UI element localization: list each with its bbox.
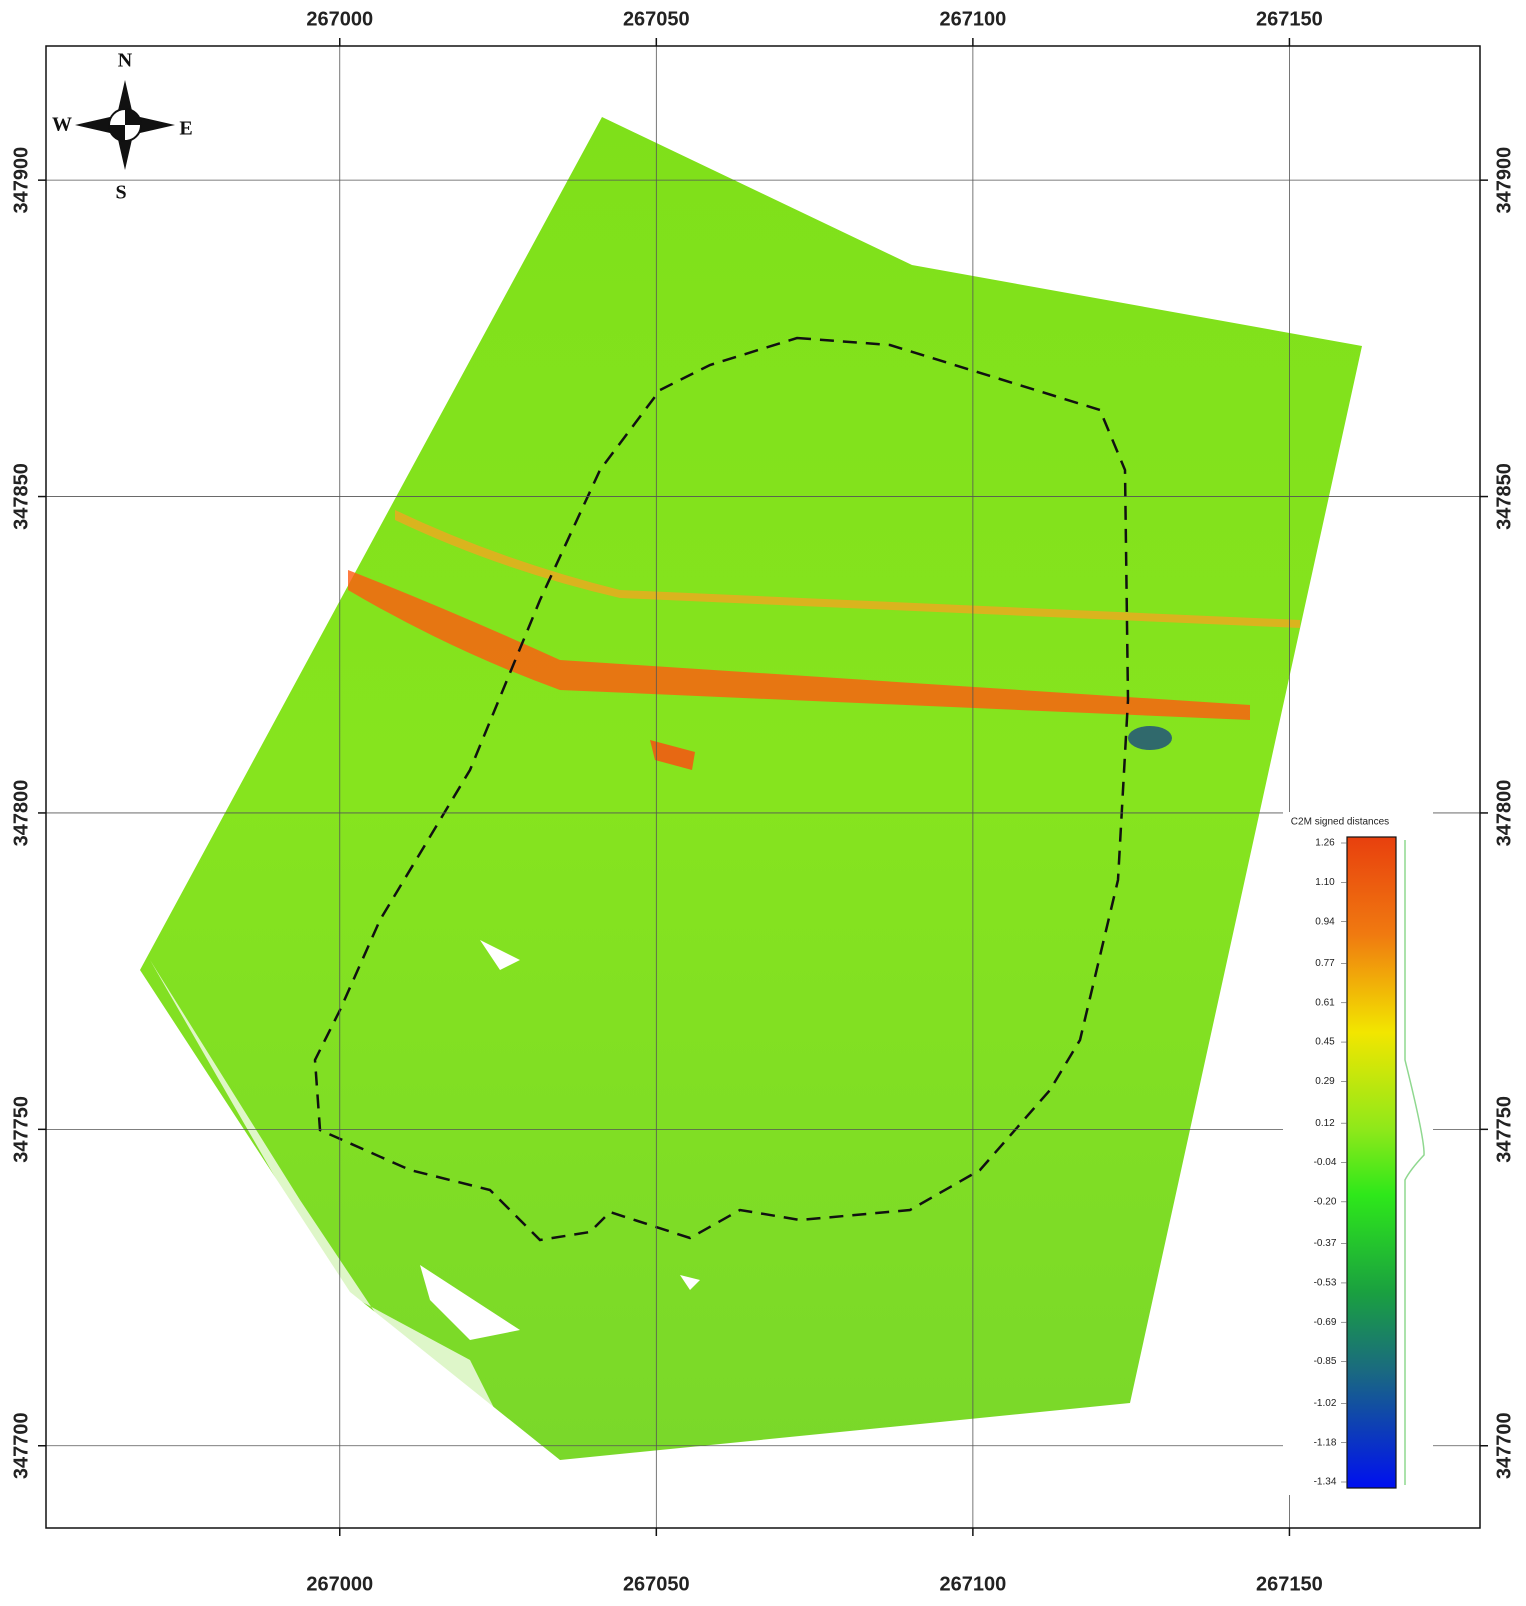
y-tick-label-right: 347850 <box>1493 463 1515 530</box>
map-frame <box>45 45 1481 1529</box>
x-tick-label-bottom: 267100 <box>940 1573 1007 1595</box>
legend-tick-label: 0.61 <box>1315 997 1335 1008</box>
y-tick-label-left: 347850 <box>10 463 32 530</box>
legend-tick-label: -1.02 <box>1314 1398 1337 1409</box>
legend-tick-label: -0.85 <box>1314 1356 1337 1367</box>
legend-tick-label: -0.04 <box>1314 1157 1337 1168</box>
x-tick-label-top: 267100 <box>940 8 1007 30</box>
legend-tick-label: 0.12 <box>1315 1118 1335 1129</box>
legend-title: C2M signed distances <box>1291 817 1389 828</box>
color-bar <box>1346 836 1397 1489</box>
legend-tick-label: 0.29 <box>1315 1076 1335 1087</box>
x-tick-label-bottom: 267000 <box>306 1573 373 1595</box>
y-tick-label-right: 347900 <box>1493 147 1515 214</box>
legend-tick-label: -0.53 <box>1314 1278 1337 1289</box>
x-tick-label-top: 267000 <box>306 8 373 30</box>
legend-tick-label: -0.20 <box>1314 1196 1337 1207</box>
legend-tick-label: 1.26 <box>1315 838 1335 849</box>
x-tick-label-top: 267150 <box>1256 8 1323 30</box>
survey-raster <box>140 117 1362 1460</box>
legend-tick-label: -0.37 <box>1314 1238 1337 1249</box>
x-tick-label-bottom: 267150 <box>1256 1573 1323 1595</box>
legend: C2M signed distances 1.26 1.10 0.94 0.77 0.6… <box>1283 812 1433 1495</box>
compass-s: S <box>115 182 126 204</box>
legend-tick-label: -1.34 <box>1314 1477 1337 1488</box>
compass-n: N <box>118 50 133 72</box>
y-tick-label-right: 347800 <box>1493 780 1515 847</box>
grid <box>38 38 1488 1536</box>
legend-tick-label: 0.77 <box>1315 958 1335 969</box>
x-tick-label-top: 267050 <box>623 8 690 30</box>
legend-tick-label: -0.69 <box>1314 1317 1337 1328</box>
y-tick-label-right: 347700 <box>1493 1412 1515 1479</box>
x-tick-label-bottom: 267050 <box>623 1573 690 1595</box>
compass-rose: N E S W <box>52 50 193 204</box>
legend-tick-label: 0.94 <box>1315 916 1335 927</box>
legend-tick-label: 1.10 <box>1315 877 1335 888</box>
legend-tick-label: -1.18 <box>1314 1437 1337 1448</box>
legend-histogram <box>1404 840 1425 1485</box>
y-tick-label-left: 347750 <box>10 1096 32 1163</box>
compass-w: W <box>52 114 72 136</box>
y-tick-label-right: 347750 <box>1493 1096 1515 1163</box>
legend-tick-label: 0.45 <box>1315 1037 1335 1048</box>
compass-e: E <box>179 118 192 140</box>
y-tick-label-left: 347700 <box>10 1412 32 1479</box>
y-tick-label-left: 347800 <box>10 780 32 847</box>
y-tick-label-left: 347900 <box>10 147 32 214</box>
